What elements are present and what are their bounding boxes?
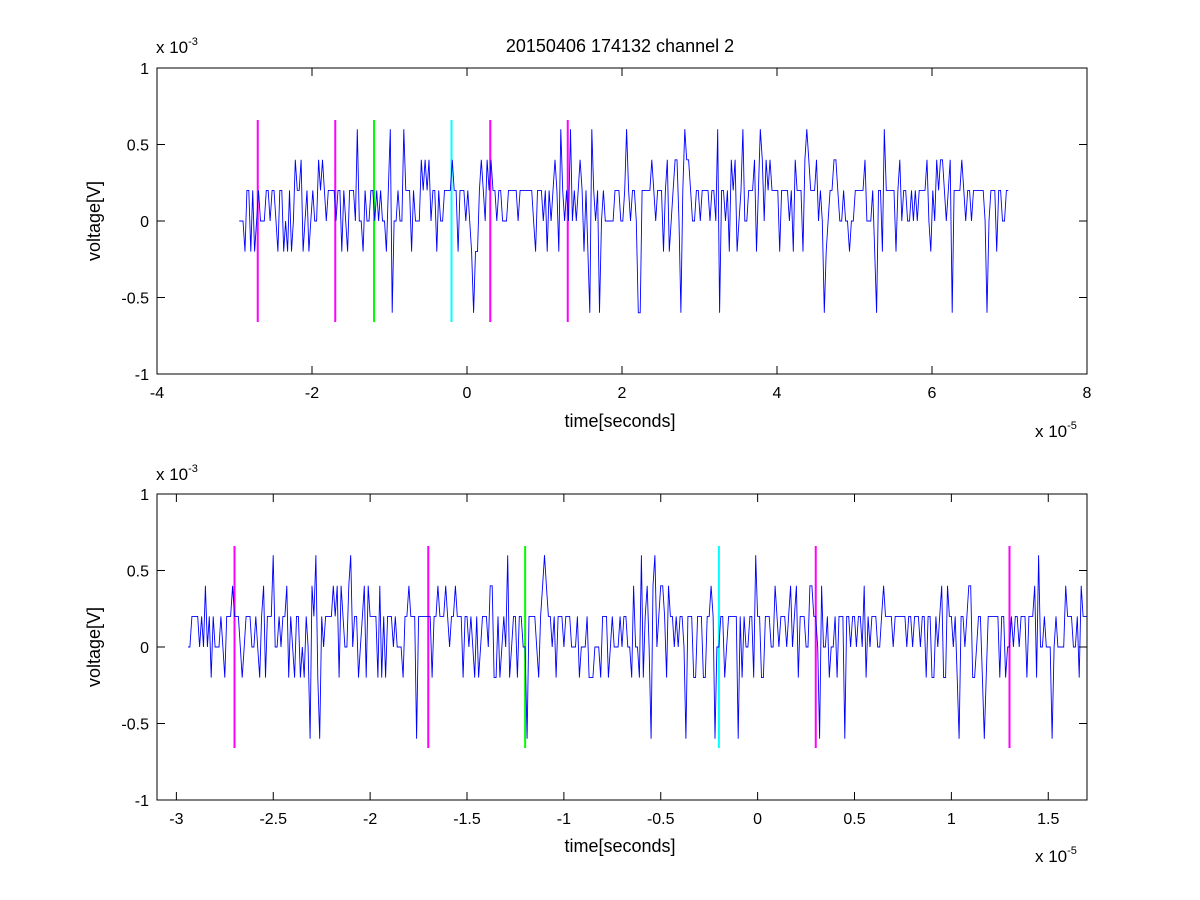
x-tick-label: 0	[753, 811, 762, 828]
x-tick-label: 2	[618, 385, 627, 402]
x-tick-label: -2	[363, 811, 377, 828]
y-tick-label: -0.5	[121, 291, 149, 308]
x-multiplier-label: x 10-5	[1035, 845, 1077, 866]
plot-bottom: x 10-3 -3 -2.5 -2 -1.5 -1 -0.5 0 0.5 1 1.5 -1 -0.5 0…	[84, 463, 1088, 866]
y-tick-label: 0	[140, 640, 149, 657]
x-axis-label: time[seconds]	[564, 836, 675, 856]
signal-trace-line	[188, 555, 1087, 739]
y-tick-label: 0.5	[127, 564, 149, 581]
x-tick-label: 1.5	[1037, 811, 1059, 828]
x-tick-label: -1.5	[453, 811, 481, 828]
y-tick-label: 1	[140, 61, 149, 78]
y-axis-label: voltage[V]	[84, 607, 104, 687]
marker-lines	[256, 120, 569, 322]
y-multiplier-label: x 10-3	[156, 36, 198, 57]
x-tick-label: 4	[773, 385, 782, 402]
y-multiplier-label: x 10-3	[156, 463, 198, 484]
x-tick-label: -2.5	[259, 811, 287, 828]
y-axis-label: voltage[V]	[84, 181, 104, 261]
signal-trace-line	[239, 129, 1009, 314]
x-tick-label: 0.5	[843, 811, 865, 828]
x-tick-label: -2	[305, 385, 319, 402]
x-tick-label: -4	[150, 385, 164, 402]
axis-ticks: -4 -2 0 2 4 6 8 -1 -0.5 0 0.5 1	[121, 61, 1091, 402]
x-multiplier-label: x 10-5	[1035, 420, 1077, 441]
axis-ticks: -3 -2.5 -2 -1.5 -1 -0.5 0 0.5 1 1.5 -1 -0.5 0 0.5 1	[121, 487, 1087, 828]
x-tick-label: 8	[1083, 385, 1092, 402]
x-tick-label: -1	[557, 811, 571, 828]
y-tick-label: 0.5	[127, 138, 149, 155]
x-tick-label: 6	[928, 385, 937, 402]
y-tick-label: 0	[140, 214, 149, 231]
signal-trace	[188, 555, 1087, 739]
x-tick-label: 1	[947, 811, 956, 828]
x-axis-label: time[seconds]	[564, 411, 675, 431]
y-tick-label: -0.5	[121, 717, 149, 734]
x-tick-label: 0	[463, 385, 472, 402]
signal-trace	[239, 129, 1009, 314]
y-tick-label: -1	[135, 367, 149, 384]
plot-top: 20150406 174132 channel 2 x 10-3 -4 -2 0 2 4…	[84, 36, 1092, 441]
x-tick-label: -0.5	[647, 811, 675, 828]
x-tick-label: -3	[169, 811, 183, 828]
y-tick-label: 1	[140, 487, 149, 504]
y-tick-label: -1	[135, 793, 149, 810]
plot-title: 20150406 174132 channel 2	[506, 36, 734, 56]
